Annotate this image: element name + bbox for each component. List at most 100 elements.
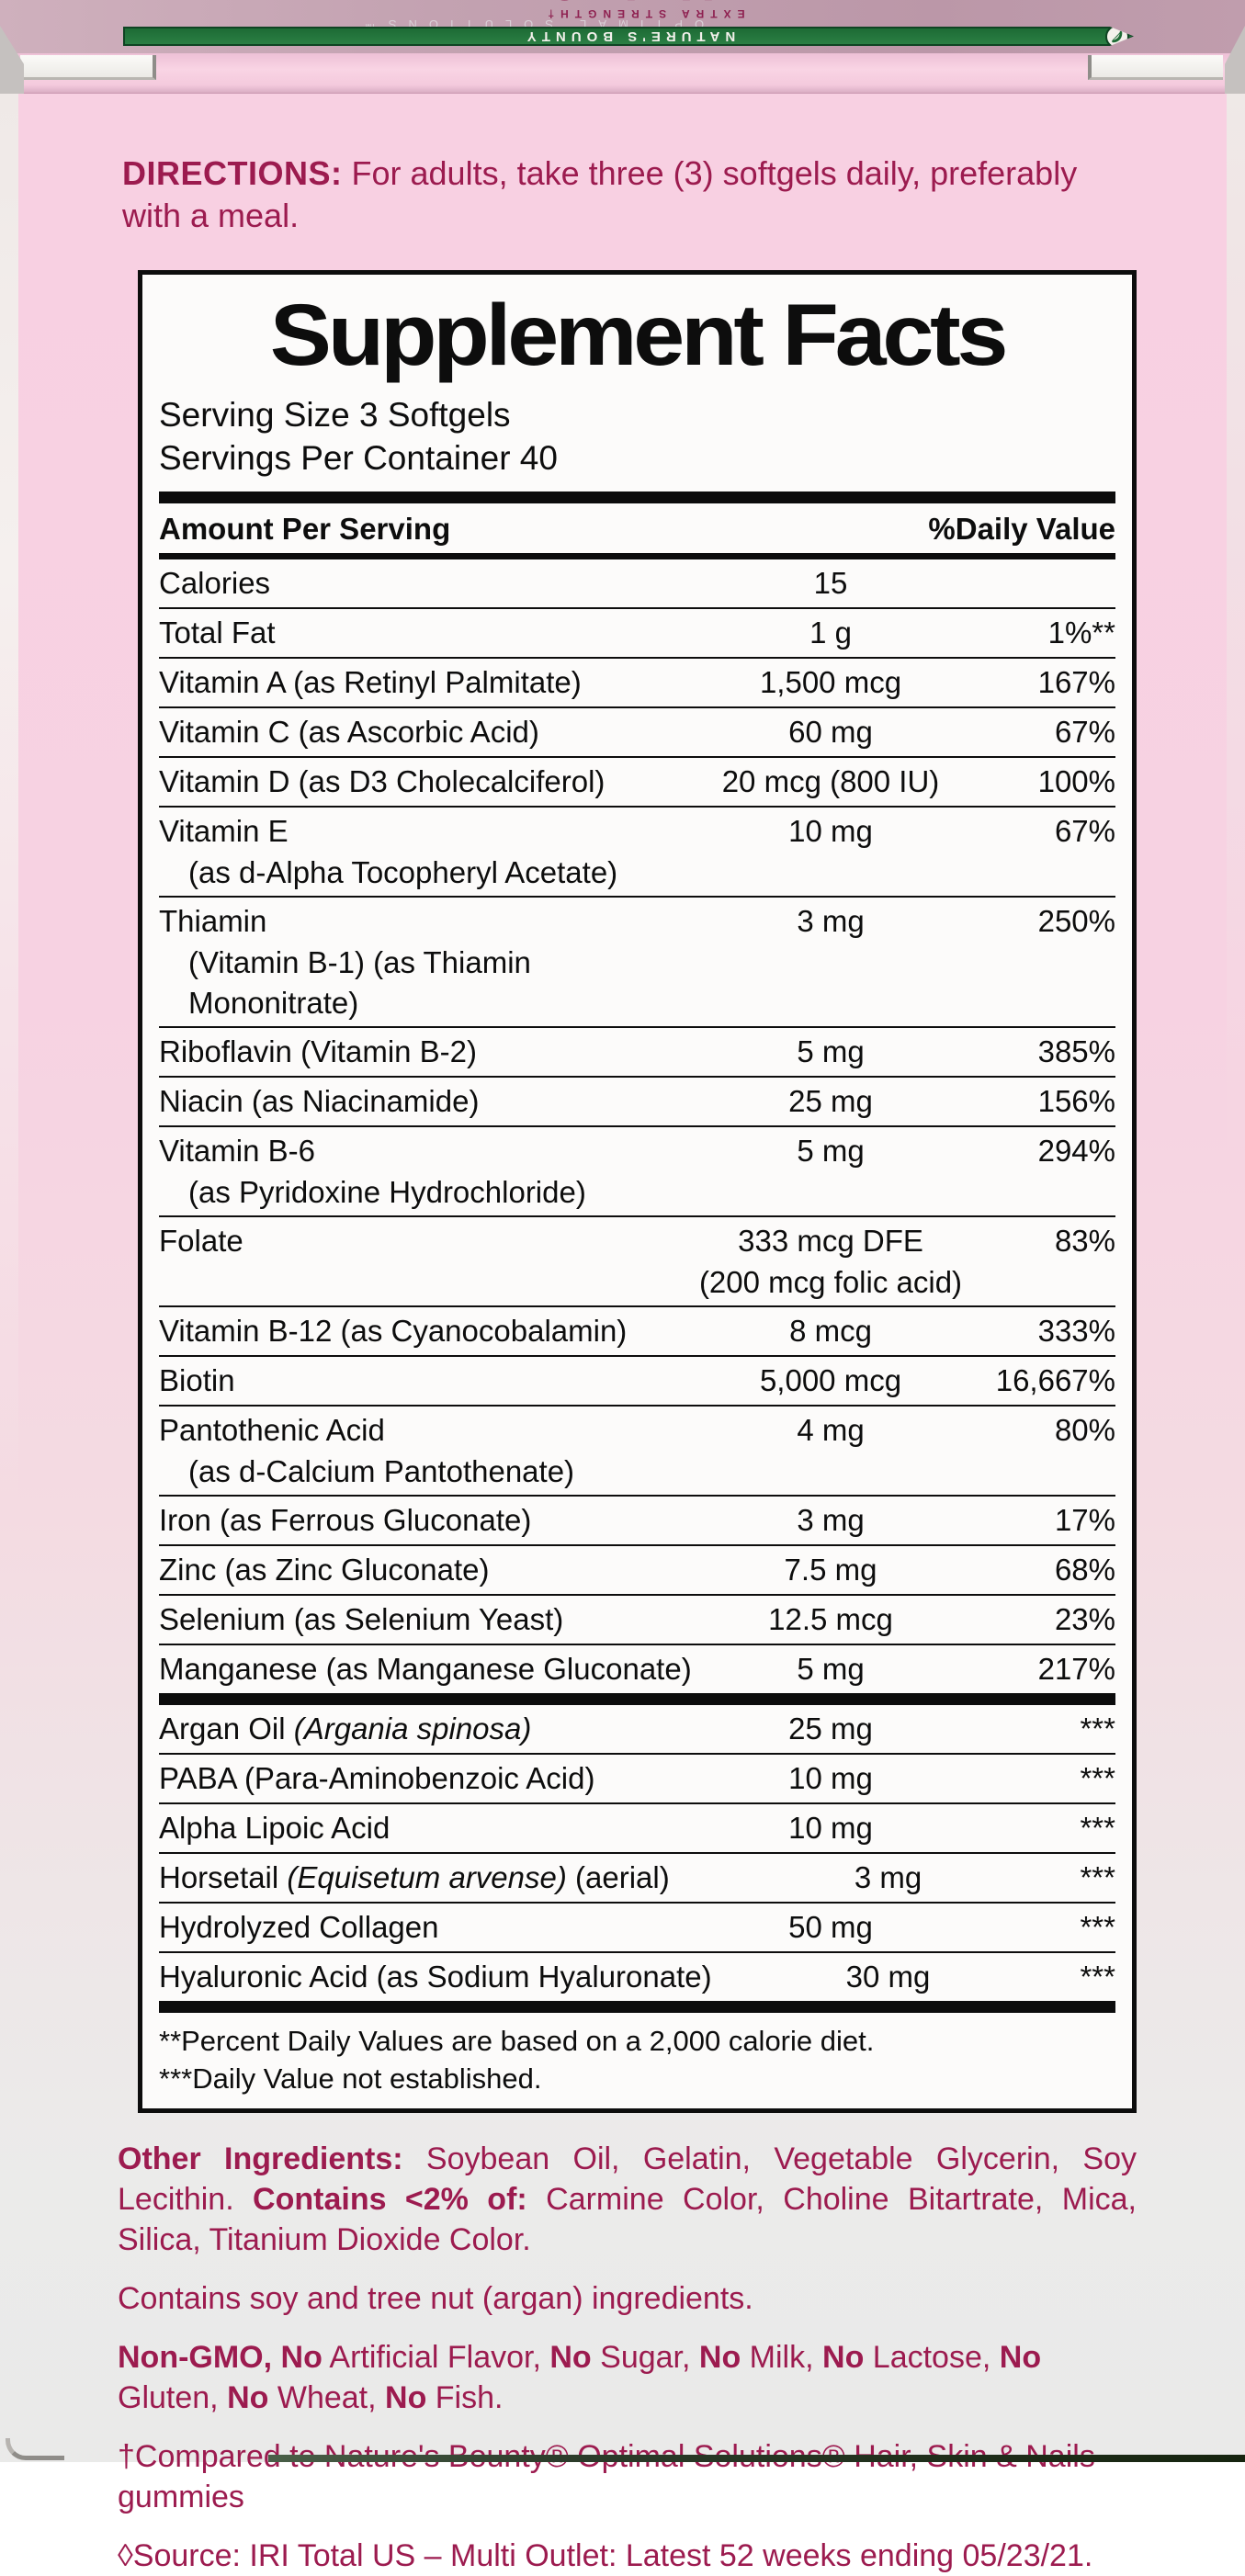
nutrient-name-line2: (as Pyridoxine Hydrochloride) — [188, 1174, 586, 1209]
nutrient-daily-value: *** — [1080, 1909, 1115, 1944]
nutrient-daily-value: 156% — [1037, 1083, 1115, 1118]
nutrient-daily-value: 16,667% — [995, 1362, 1115, 1397]
allergen-statement: Contains soy and tree nut (argan) ingred… — [118, 2280, 753, 2316]
other-ingredients-label: Other Ingredients: — [118, 2141, 403, 2176]
nutrient-daily-value: *** — [1080, 1711, 1115, 1746]
table-row: Vitamin B-12 (as Cyanocobalamin) 8 mcg 3… — [159, 1305, 1115, 1355]
serving-size: Serving Size 3 Softgels — [159, 395, 511, 434]
table-row: Total Fat 1 g 1%** — [159, 606, 1115, 657]
nutrient-daily-value: 1%** — [1047, 615, 1115, 650]
nutrient-amount: 333 mcg DFE — [738, 1223, 923, 1258]
nutrient-amount: 10 mg — [788, 1810, 873, 1845]
nutrient-name: Argan Oil (Argania spinosa) — [159, 1711, 532, 1746]
nutrient-name-line2: (as d-Calcium Pantothenate) — [188, 1453, 575, 1488]
nutrient-amount: 10 mg — [788, 813, 873, 848]
nutrient-rows: Calories 15 Total Fat 1 g 1%** Vitamin A… — [159, 559, 1115, 1693]
nutrient-name: Vitamin E — [159, 813, 289, 848]
nutrient-daily-value: *** — [1080, 1760, 1115, 1795]
nutrient-amount: 60 mg — [788, 714, 873, 749]
nutrient-name: Pantothenic Acid — [159, 1412, 385, 1447]
box-fold-edge — [0, 53, 1245, 94]
supplement-facts-panel: Supplement Facts Serving Size 3 Softgels… — [138, 270, 1137, 2113]
nutrient-daily-value: 68% — [1054, 1552, 1115, 1587]
nutrient-name: Riboflavin (Vitamin B-2) — [159, 1034, 478, 1068]
panel-right-edge — [1227, 94, 1245, 2462]
table-row: Folate 333 mcg DFE 83% (200 mcg folic ac… — [159, 1215, 1115, 1305]
table-row: Biotin 5,000 mcg 16,667% — [159, 1354, 1115, 1405]
nutrient-amount: 4 mg — [797, 1412, 865, 1447]
table-row: Zinc (as Zinc Gluconate) 7.5 mg 68% — [159, 1543, 1115, 1594]
table-row: Vitamin D (as D3 Cholecalciferol) 20 mcg… — [159, 755, 1115, 806]
nutrient-amount: 5,000 mcg — [759, 1362, 902, 1397]
nutrient-name: Vitamin B-6 — [159, 1133, 315, 1168]
brand-ribbon-inner: NATURE'S BOUNTY — [125, 28, 1132, 44]
panel-left-edge — [0, 94, 18, 2462]
nutrient-daily-value: 17% — [1054, 1502, 1115, 1537]
nutrient-name: Folate — [159, 1223, 243, 1258]
back-panel: DIRECTIONS: For adults, take three (3) s… — [0, 94, 1245, 2573]
nutrient-amount: 3 mg — [854, 1859, 922, 1894]
botanical-rows: Argan Oil (Argania spinosa) 25 mg *** PA… — [159, 1705, 1115, 2001]
nutrient-name: PABA (Para-Aminobenzoic Acid) — [159, 1760, 595, 1795]
nutrient-name: Vitamin D (as D3 Cholecalciferol) — [159, 763, 606, 798]
nutrient-amount: 5 mg — [797, 1651, 865, 1686]
nutrient-amount: 1,500 mcg — [759, 664, 902, 699]
nutrient-amount: 5 mg — [797, 1034, 865, 1068]
source-note: ◊Source: IRI Total US – Multi Outlet: La… — [118, 2537, 1093, 2573]
box-bottom-edge — [268, 2455, 1245, 2462]
nutrient-daily-value: 80% — [1054, 1412, 1115, 1447]
table-row: Argan Oil (Argania spinosa) 25 mg *** — [159, 1705, 1115, 1753]
nutrient-amount: 25 mg — [788, 1711, 873, 1746]
nutrient-daily-value: 217% — [1037, 1651, 1115, 1686]
directions-label: DIRECTIONS: — [122, 154, 343, 192]
nutrient-amount: 15 — [813, 565, 848, 600]
table-row: Selenium (as Selenium Yeast) 12.5 mcg 23… — [159, 1593, 1115, 1644]
footnotes: **Percent Daily Values are based on a 2,… — [159, 2013, 1115, 2097]
box-top-flap: HAIR® EXTRA STRENGTH† OPTIMAL SOLUTIONS™… — [0, 0, 1245, 53]
footnote-daily-values: **Percent Daily Values are based on a 2,… — [159, 2024, 875, 2057]
divider-thick — [159, 1692, 1115, 1705]
nutrient-amount: 7.5 mg — [784, 1552, 877, 1587]
nutrient-amount: 3 mg — [797, 1502, 865, 1537]
nutrient-daily-value: 250% — [1037, 903, 1115, 938]
brand-name: NATURE'S BOUNTY — [521, 28, 736, 44]
amount-per-serving-header: Amount Per Serving — [159, 511, 451, 546]
footnote-not-established: ***Daily Value not established. — [159, 2062, 542, 2095]
directions-text: DIRECTIONS: For adults, take three (3) s… — [122, 154, 1078, 234]
box-bottom-corner — [6, 2438, 64, 2460]
table-row: PABA (Para-Aminobenzoic Acid) 10 mg *** — [159, 1752, 1115, 1802]
nutrient-amount: 1 g — [809, 615, 852, 650]
nutrient-name: Selenium (as Selenium Yeast) — [159, 1601, 564, 1636]
nutrient-daily-value: 100% — [1037, 763, 1115, 798]
divider-medium — [159, 552, 1115, 559]
table-row: Vitamin A (as Retinyl Palmitate) 1,500 m… — [159, 656, 1115, 706]
nutrient-name: Calories — [159, 565, 271, 600]
table-row: Iron (as Ferrous Gluconate) 3 mg 17% — [159, 1494, 1115, 1544]
servings-per-container: Servings Per Container 40 — [159, 438, 558, 477]
nutrient-amount: 20 mcg (800 IU) — [721, 763, 940, 798]
nutrient-daily-value: *** — [1080, 1959, 1115, 1994]
nutrient-amount: 12.5 mcg — [768, 1601, 893, 1636]
table-row: Riboflavin (Vitamin B-2) 5 mg 385% — [159, 1025, 1115, 1076]
nutrient-name: Vitamin A (as Retinyl Palmitate) — [159, 664, 582, 699]
facts-header-row: Amount Per Serving %Daily Value — [159, 503, 1115, 553]
flap-tab-left — [20, 55, 156, 80]
nutrient-daily-value — [968, 562, 1115, 604]
table-row: Pantothenic Acid 4 mg 80% (as d-Calcium … — [159, 1404, 1115, 1495]
nutrient-name: Zinc (as Zinc Gluconate) — [159, 1552, 490, 1587]
nutrient-daily-value: 83% — [1054, 1223, 1115, 1258]
divider-thick — [159, 2000, 1115, 2013]
nutrient-name: Iron (as Ferrous Gluconate) — [159, 1502, 532, 1537]
table-row: Vitamin B-6 5 mg 294% (as Pyridoxine Hyd… — [159, 1124, 1115, 1215]
nutrient-name: Thiamin — [159, 903, 267, 938]
daily-value-header: %Daily Value — [928, 511, 1115, 546]
table-row: Calories 15 — [159, 559, 1115, 607]
nutrient-name-line2: (Vitamin B-1) (as Thiamin Mononitrate) — [188, 944, 531, 1020]
nutrient-name: Total Fat — [159, 615, 276, 650]
table-row: Manganese (as Manganese Gluconate) 5 mg … — [159, 1643, 1115, 1693]
table-row: Thiamin 3 mg 250% (Vitamin B-1) (as Thia… — [159, 895, 1115, 1026]
nutrient-name-line2: (as d-Alpha Tocopheryl Acetate) — [188, 854, 618, 889]
nutrient-daily-value: 23% — [1054, 1601, 1115, 1636]
table-row: Alpha Lipoic Acid 10 mg *** — [159, 1802, 1115, 1852]
